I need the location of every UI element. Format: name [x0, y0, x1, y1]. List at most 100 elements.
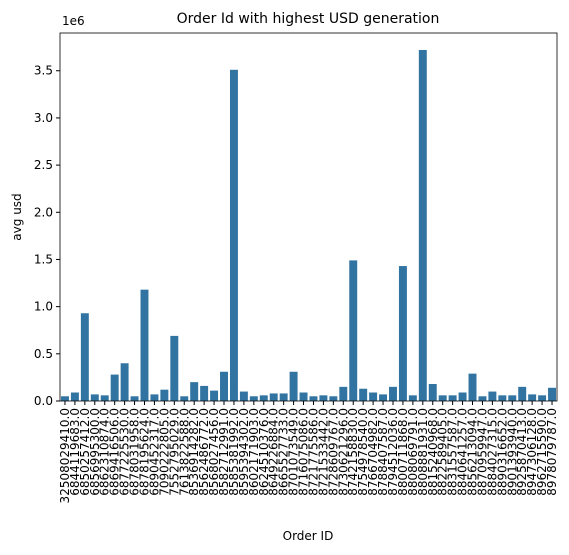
- bar: [259, 395, 268, 401]
- x-tick-label: 8624510376.0: [257, 408, 271, 496]
- x-tick-label: 8815240968.0: [426, 408, 440, 496]
- x-tick-label: 8890316652.0: [495, 408, 509, 496]
- bar: [458, 392, 467, 401]
- x-tick-label: 7613822588.0: [177, 408, 191, 496]
- bar: [369, 392, 378, 401]
- x-tick-label: 8721533442.0: [316, 408, 330, 496]
- x-tick-label: 8721775586.0: [306, 408, 320, 496]
- y-tick-label: 1.5: [34, 252, 53, 266]
- x-tick-label: 6850257412.0: [78, 408, 92, 496]
- bar: [448, 395, 457, 401]
- bar: [349, 260, 358, 401]
- bar: [200, 385, 209, 401]
- bar: [398, 266, 407, 401]
- x-tick-label: 8978079787.0: [545, 408, 559, 496]
- bar: [299, 392, 308, 401]
- bar: [329, 396, 338, 401]
- x-tick-label: 8822589405.0: [436, 408, 450, 496]
- x-tick-label: 8870959947.0: [475, 408, 489, 496]
- bar: [269, 393, 278, 401]
- bar: [438, 395, 447, 401]
- y-tick-label: 2.5: [34, 158, 53, 172]
- x-tick-label: 32508029410.0: [58, 408, 72, 503]
- bar: [488, 391, 497, 401]
- bar: [309, 396, 318, 401]
- bar: [249, 396, 258, 401]
- bar: [229, 69, 238, 402]
- y-tick-label: 3.0: [34, 111, 53, 125]
- bar: [220, 371, 228, 401]
- x-tick-label: 8901393940.0: [505, 408, 519, 496]
- bar: [60, 396, 69, 401]
- bar: [120, 363, 129, 401]
- x-tick-label: 8742158830.0: [346, 408, 360, 496]
- bar: [508, 395, 517, 401]
- x-tick-label: 8831557587.0: [446, 408, 460, 496]
- bar: [90, 394, 99, 401]
- bar: [538, 395, 547, 401]
- x-tick-label: 8840641257.0: [456, 408, 470, 496]
- y-axis-label: avg usd: [10, 193, 24, 240]
- bar: [548, 387, 557, 401]
- x-tick-label: 8716075086.0: [297, 408, 311, 496]
- bar: [70, 392, 79, 401]
- bar: [279, 393, 288, 401]
- offset-label: 1e6: [62, 14, 85, 28]
- bar: [498, 395, 507, 401]
- x-tick-label: 8562486772.0: [197, 408, 211, 496]
- y-tick-label: 0.5: [34, 347, 53, 361]
- x-tick-label: 6869416506.0: [108, 408, 122, 496]
- bar: [289, 371, 298, 401]
- bar: [210, 390, 219, 401]
- bar: [359, 388, 368, 401]
- bar: [170, 335, 179, 401]
- y-tick-label: 1.0: [34, 300, 53, 314]
- bar: [518, 386, 527, 401]
- x-tick-label: 8701073549.0: [287, 408, 301, 496]
- x-tick-label: 8925870413.0: [515, 408, 529, 496]
- y-tick-label: 0.0: [34, 394, 53, 408]
- bar: [130, 396, 139, 401]
- x-tick-label: 8595394302.0: [237, 408, 251, 496]
- x-tick-label: 6878195624.0: [137, 408, 151, 496]
- bar: [389, 386, 397, 401]
- x-axis-label: Order ID: [283, 529, 334, 543]
- bar: [468, 373, 477, 401]
- bar: [140, 289, 149, 401]
- bar: [478, 396, 487, 401]
- bar: [100, 395, 109, 401]
- x-tick-label: 6844119683.0: [68, 408, 82, 496]
- bar: [408, 395, 417, 401]
- bar: [190, 382, 199, 401]
- bar: [110, 374, 119, 401]
- x-tick-label: 8947306128.0: [525, 408, 539, 496]
- x-tick-label: 8730621296.0: [336, 408, 350, 496]
- x-tick-label: 8649226884.0: [267, 408, 281, 496]
- bar: [150, 394, 159, 401]
- chart-title: Order Id with highest USD generation: [177, 11, 440, 27]
- bar: [418, 49, 427, 401]
- bar: [180, 396, 189, 401]
- bar: [239, 391, 248, 401]
- x-tick-label: 8962715590.0: [535, 408, 549, 496]
- x-tick-label: 7552795029.0: [167, 408, 181, 496]
- x-tick-label: 8602171903.0: [247, 408, 261, 496]
- x-tick-label: 8794512036.0: [386, 408, 400, 496]
- x-tick-label: 8788407587.0: [376, 408, 390, 496]
- x-tick-label: 8585381992.0: [227, 408, 241, 496]
- bar: [379, 394, 388, 401]
- x-tick-label: 8536914282.0: [187, 408, 201, 496]
- x-tick-label: 6878031958.0: [128, 408, 142, 496]
- x-tick-label: 6862310874.0: [98, 408, 112, 496]
- x-tick-label: 8766704982.0: [366, 408, 380, 496]
- x-tick-label: 8856213094.0: [466, 408, 480, 496]
- x-tick-label: 6890452317.0: [147, 408, 161, 496]
- x-tick-label: 8754978540.0: [356, 408, 370, 496]
- bar: [528, 394, 537, 401]
- x-tick-label: 6877225530.0: [118, 408, 132, 496]
- y-tick-label: 3.5: [34, 64, 53, 78]
- x-tick-label: 8582712991.0: [217, 408, 231, 496]
- x-tick-label: 8665527733.0: [277, 408, 291, 496]
- plot-frame: [59, 32, 558, 402]
